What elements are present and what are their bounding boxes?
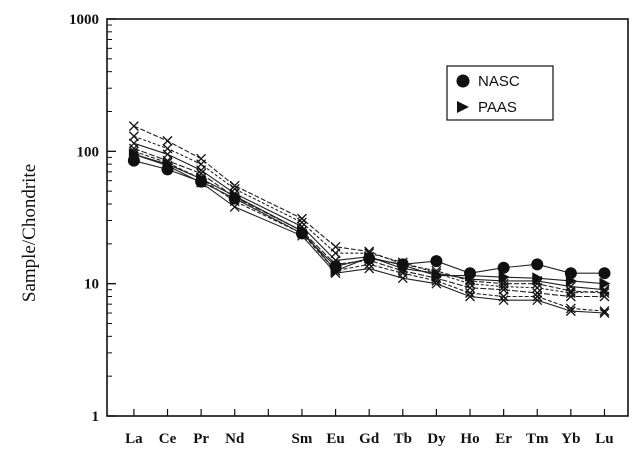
x-tick-label-ho: Ho bbox=[460, 431, 479, 447]
legend-circle-marker-icon bbox=[456, 74, 470, 88]
sample-point-x-marker bbox=[465, 275, 475, 286]
x-tick-label-nd: Nd bbox=[225, 431, 245, 447]
sample-point-x-marker bbox=[128, 146, 139, 157]
sample-point-x-marker bbox=[532, 288, 543, 298]
sample-point-x-marker bbox=[431, 265, 442, 276]
y-tick-label: 1000 bbox=[69, 12, 99, 28]
x-tick-label-dy: Dy bbox=[427, 431, 446, 447]
x-tick-label-er: Er bbox=[495, 431, 512, 447]
sample-point-x-marker bbox=[162, 160, 173, 171]
sample-point-x-marker bbox=[296, 228, 307, 239]
x-tick-label-pr: Pr bbox=[193, 431, 209, 447]
sample-point-x-marker bbox=[229, 183, 240, 194]
sample-point-x-marker bbox=[296, 226, 307, 236]
sample-point-x-marker bbox=[330, 255, 341, 266]
sample-point-x-marker bbox=[397, 268, 408, 279]
nasc-point bbox=[598, 267, 611, 280]
sample-point-x-marker bbox=[397, 273, 408, 284]
sample-point-x-marker bbox=[296, 217, 307, 228]
sample-point-x-marker bbox=[162, 135, 173, 146]
sample-point-x-marker bbox=[229, 201, 240, 212]
sample-point-x-marker bbox=[565, 291, 576, 302]
sample-point-x-marker bbox=[296, 230, 307, 241]
sample-point-x-marker bbox=[599, 306, 610, 317]
sample-point-x-marker bbox=[330, 248, 341, 259]
sample-point-x-marker bbox=[128, 138, 139, 149]
y-tick-label: 1 bbox=[92, 409, 100, 425]
y-tick-label: 10 bbox=[84, 277, 99, 293]
sample-point-x-marker bbox=[330, 265, 341, 276]
sample-point-x-marker bbox=[196, 165, 207, 176]
sample-point-x-marker bbox=[599, 308, 610, 318]
sample-point-x-marker bbox=[364, 255, 375, 266]
sample-point-x-marker bbox=[229, 188, 240, 199]
sample-point-x-marker bbox=[364, 259, 375, 270]
sample-point-x-marker bbox=[565, 281, 576, 292]
sample-point-x-marker bbox=[431, 268, 442, 279]
paas-point bbox=[498, 271, 510, 284]
plot-frame bbox=[106, 18, 629, 417]
sample-point-x-marker bbox=[229, 192, 240, 203]
sample-point-x-marker bbox=[465, 274, 475, 285]
sample-point-x-marker bbox=[532, 291, 543, 302]
sample-point-x-marker bbox=[196, 173, 207, 184]
x-tick-label-sm: Sm bbox=[292, 431, 313, 447]
x-tick-label-gd: Gd bbox=[359, 431, 380, 447]
sample-point-x-marker bbox=[128, 121, 139, 132]
nasc-point bbox=[430, 255, 443, 268]
x-tick-label-ce: Ce bbox=[159, 431, 177, 447]
x-tick-label-tb: Tb bbox=[394, 431, 412, 447]
sample-point-x-marker bbox=[162, 157, 173, 168]
legend-triangle-marker-icon bbox=[457, 101, 469, 113]
y-axis-ticks: 1 10 100 1000 bbox=[69, 12, 116, 425]
sample-point-x-marker bbox=[397, 263, 408, 274]
sample-point-x-marker bbox=[162, 155, 173, 166]
sample-point-x-marker bbox=[196, 177, 207, 188]
sample-point-x-marker bbox=[465, 288, 475, 298]
nasc-point bbox=[497, 261, 510, 274]
x-tick-label-yb: Yb bbox=[561, 431, 580, 447]
sample-point-x-marker bbox=[498, 275, 509, 286]
y-tick-label: 100 bbox=[77, 144, 100, 160]
sample-point-x-marker bbox=[296, 213, 307, 224]
y-axis-label: Sample/Chondrite bbox=[19, 164, 40, 302]
sample-point-x-marker bbox=[498, 291, 509, 302]
legend-label-nasc: NASC bbox=[478, 73, 520, 90]
sample-point-x-marker bbox=[532, 295, 543, 306]
nasc-point bbox=[531, 258, 544, 271]
sample-point-x-marker bbox=[364, 263, 375, 274]
sample-point-x-marker bbox=[565, 306, 576, 317]
x-tick-label-lu: Lu bbox=[595, 431, 613, 447]
sample-point-x-marker bbox=[431, 275, 442, 286]
sample-point-x-marker bbox=[532, 278, 543, 289]
series-line-4 bbox=[133, 142, 605, 291]
sample-point-x-marker bbox=[128, 131, 139, 142]
series-line-5 bbox=[133, 147, 605, 298]
x-tick-label-eu: Eu bbox=[326, 431, 344, 447]
sample-point-x-marker bbox=[599, 288, 610, 298]
sample-point-x-marker bbox=[330, 268, 341, 279]
sample-point-x-marker bbox=[229, 180, 240, 191]
legend-label-paas: PAAS bbox=[478, 99, 517, 116]
sample-point-x-marker bbox=[465, 278, 475, 289]
sample-point-x-marker bbox=[465, 291, 475, 302]
series-line-7 bbox=[133, 153, 605, 314]
x-axis-ticks: La Ce Pr Nd Sm Eu Gd Tb Dy Ho Er Tm Yb Lu bbox=[125, 409, 614, 447]
sample-point-x-marker bbox=[364, 251, 375, 262]
sample-point-x-marker bbox=[431, 278, 442, 289]
x-tick-label-la: La bbox=[125, 431, 143, 447]
sample-point-x-marker bbox=[397, 265, 408, 276]
sample-point-x-marker bbox=[532, 275, 543, 286]
sample-point-x-marker bbox=[599, 291, 610, 302]
sample-point-x-marker bbox=[128, 149, 139, 160]
legend: NASC PAAS bbox=[446, 65, 554, 121]
series-line-3 bbox=[133, 135, 605, 294]
sample-point-x-marker bbox=[498, 295, 509, 306]
series-markers bbox=[127, 121, 611, 318]
sample-point-x-marker bbox=[364, 248, 375, 259]
x-tick-label-tm: Tm bbox=[526, 431, 549, 447]
sample-point-x-marker bbox=[565, 303, 576, 314]
